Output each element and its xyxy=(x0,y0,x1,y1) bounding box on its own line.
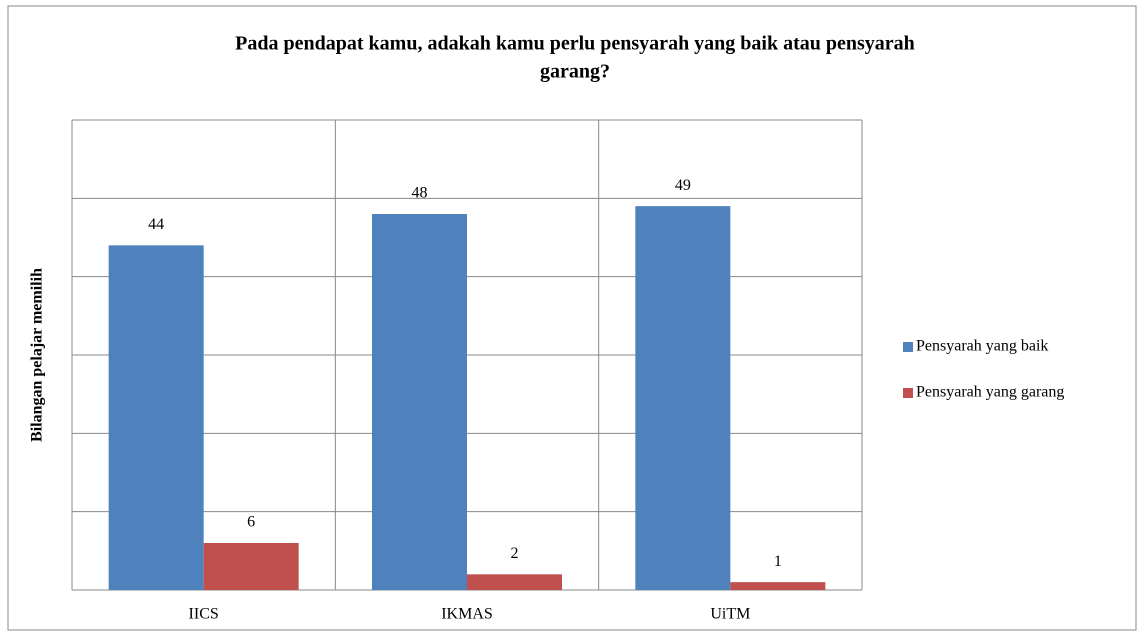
bar xyxy=(730,582,826,590)
data-label: 2 xyxy=(511,545,519,562)
data-label: 1 xyxy=(774,553,782,570)
bar xyxy=(203,543,299,590)
legend-swatch xyxy=(903,342,913,352)
x-tick-label: IKMAS xyxy=(441,606,493,623)
x-tick-label: UiTM xyxy=(710,606,750,623)
legend-label: Pensyarah yang baik xyxy=(916,338,1048,355)
data-label: 44 xyxy=(148,216,164,233)
chart-title: garang? xyxy=(540,61,610,83)
bar xyxy=(108,245,204,591)
bar xyxy=(635,206,731,590)
x-tick-label: IICS xyxy=(189,606,219,623)
y-axis-label: Bilangan pelajar memilih xyxy=(29,268,46,442)
bar xyxy=(372,214,467,590)
bar xyxy=(467,574,562,590)
legend-swatch xyxy=(903,388,913,398)
legend-label: Pensyarah yang garang xyxy=(916,384,1064,401)
data-label: 6 xyxy=(247,514,255,531)
chart-title: Pada pendapat kamu, adakah kamu perlu pe… xyxy=(235,33,915,55)
data-label: 48 xyxy=(412,185,428,202)
data-label: 49 xyxy=(675,177,691,194)
